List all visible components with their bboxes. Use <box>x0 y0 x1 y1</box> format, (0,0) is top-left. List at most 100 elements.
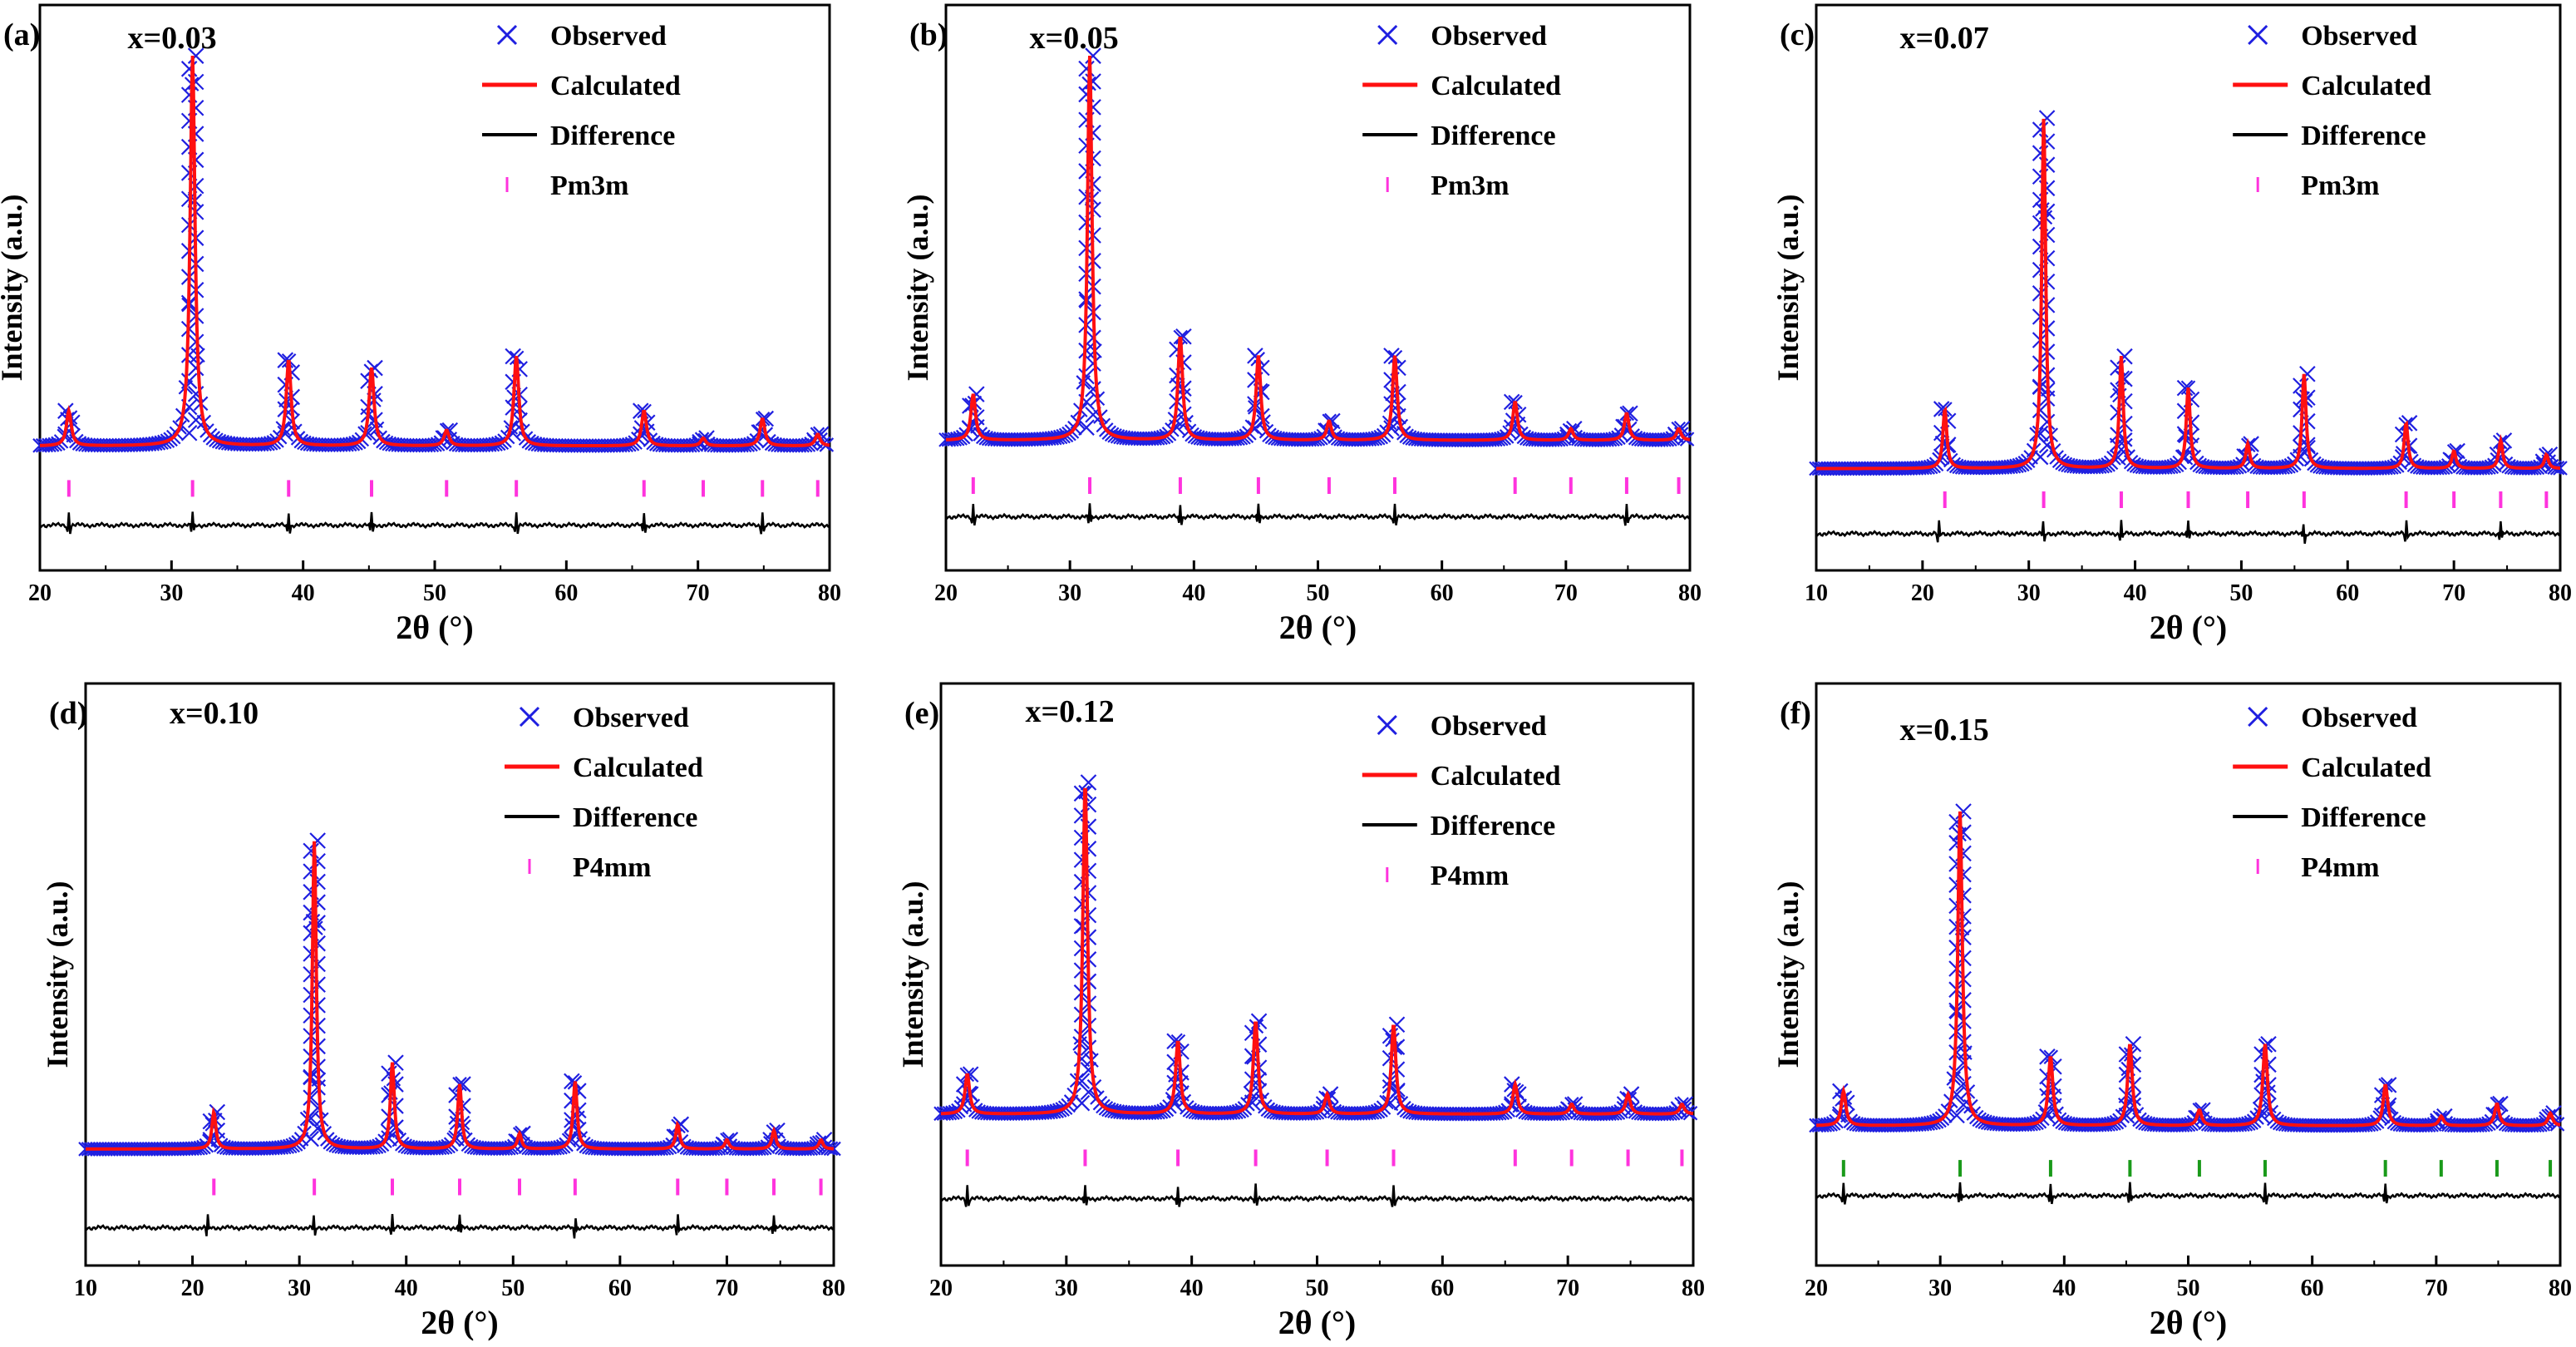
legend-observed-marker <box>1377 24 1398 46</box>
legend-observed: Observed <box>550 21 667 52</box>
calculated-line <box>941 787 1694 1116</box>
y-axis-label: Intensity (a.u.) <box>1771 194 1805 381</box>
legend-observed: Observed <box>1431 711 1547 742</box>
x-tick-label: 70 <box>2442 580 2465 606</box>
difference-line <box>940 1183 1694 1207</box>
x-tick-label: 70 <box>1556 1275 1579 1301</box>
observed-point <box>1080 774 1097 791</box>
x-tick-label: 50 <box>423 580 446 606</box>
observed-point <box>1078 419 1095 436</box>
x-tick-label: 60 <box>2301 1275 2324 1301</box>
x-tick-label: 60 <box>554 580 578 606</box>
legend-observed: Observed <box>1431 21 1547 52</box>
x-tick-label: 50 <box>501 1275 525 1301</box>
x-tick-label: 40 <box>1180 1275 1204 1301</box>
observed-point <box>303 1130 319 1147</box>
legend-difference: Difference <box>2301 802 2426 833</box>
legend-observed-marker <box>2248 24 2268 46</box>
legend-phase: Pm3m <box>550 170 628 201</box>
panel-label-c: (c) <box>1780 17 1815 52</box>
panel-label-d: (d) <box>49 696 87 731</box>
panel-e: 20 30 40 50 60 70 80 2θ (°) Intensity (a.u.) x=0.… <box>896 682 1705 1341</box>
x-axis-label: 2θ (°) <box>2150 609 2228 646</box>
x-tick-label: 80 <box>1682 1275 1705 1301</box>
calculated-line <box>1816 811 2561 1127</box>
x-axis-label: 2θ (°) <box>396 609 474 646</box>
observed-point <box>1080 1039 1097 1056</box>
legend: Observed Calculated Difference P4mm <box>505 703 703 883</box>
observed-point <box>1085 355 1101 372</box>
panel-a: 20 30 40 50 60 70 80 2θ (°) Intensity (a.u.) x=0.… <box>0 3 841 646</box>
x-tick-label: 40 <box>2052 1275 2076 1301</box>
x-tick-label: 20 <box>1911 580 1934 606</box>
observed-point <box>1078 368 1095 385</box>
x-tick-label: 60 <box>608 1275 632 1301</box>
panel-b: 20 30 40 50 60 70 80 2θ (°) Intensity (a.u.) x=0.… <box>901 3 1702 646</box>
panel-label-b: (b) <box>909 17 948 52</box>
difference-line <box>1815 520 2561 544</box>
legend-phase: P4mm <box>1431 861 1509 891</box>
calculated-line <box>1816 118 2560 471</box>
observed-point <box>1955 1054 1972 1072</box>
x-axis-label: 2θ (°) <box>1279 609 1357 646</box>
x-tick-label: 50 <box>1307 580 1330 606</box>
x-tick-label: 80 <box>2549 580 2572 606</box>
observed-point <box>187 359 204 377</box>
calculated-line <box>40 55 830 447</box>
legend-calculated: Calculated <box>2301 71 2431 101</box>
x-tick-label: 40 <box>2124 580 2147 606</box>
legend-observed-marker <box>519 706 540 728</box>
composition-label: x=0.03 <box>128 21 217 56</box>
bragg-ticks <box>965 1149 1684 1167</box>
legend-calculated: Calculated <box>1431 761 1561 792</box>
observed-point <box>309 1099 326 1117</box>
legend-observed-marker <box>496 24 518 46</box>
x-tick-label: 60 <box>1431 580 1454 606</box>
panel-f: 20 30 40 50 60 70 80 2θ (°) Intensity (a.u.) x=0.… <box>1771 682 2572 1341</box>
calculated-line <box>945 55 1691 442</box>
x-tick-label: 10 <box>1805 580 1828 606</box>
x-tick-label: 60 <box>1431 1275 1454 1301</box>
bragg-ticks <box>1841 1160 2553 1177</box>
x-tick-label: 80 <box>822 1275 845 1301</box>
x-tick-label: 20 <box>1805 1275 1828 1301</box>
difference-line <box>1815 1182 2561 1205</box>
legend-phase: P4mm <box>573 852 651 883</box>
legend-calculated: Calculated <box>1431 71 1561 101</box>
x-tick-label: 50 <box>2177 1275 2200 1301</box>
legend-observed: Observed <box>2301 21 2417 52</box>
x-tick-label: 30 <box>2017 580 2041 606</box>
observed-point <box>698 430 715 447</box>
x-tick-label: 20 <box>181 1275 204 1301</box>
legend-observed-marker <box>1377 714 1397 736</box>
legend-calculated: Calculated <box>573 752 703 783</box>
panel-label-a: (a) <box>3 17 40 52</box>
composition-label: x=0.07 <box>1900 21 1989 56</box>
panel-c: 10 20 30 40 50 60 70 80 2θ (°) Intensity (a.u.) x=… <box>1771 3 2572 646</box>
difference-line <box>945 503 1691 526</box>
observed-point <box>1948 1065 1965 1082</box>
legend-phase: Pm3m <box>1431 170 1509 201</box>
observed-point <box>180 347 198 363</box>
observed-point <box>2032 402 2049 419</box>
x-axis-label: 2θ (°) <box>421 1304 499 1341</box>
x-tick-label: 40 <box>1182 580 1205 606</box>
x-axis-label: 2θ (°) <box>2150 1304 2228 1341</box>
composition-label: x=0.05 <box>1030 21 1119 56</box>
difference-line <box>85 1214 835 1239</box>
legend-difference: Difference <box>1431 121 1555 151</box>
legend-difference: Difference <box>573 802 697 833</box>
legend: Observed Calculated Difference Pm3m <box>1362 21 1561 201</box>
x-tick-label: 80 <box>2549 1275 2572 1301</box>
x-tick-label: 70 <box>2425 1275 2448 1301</box>
legend-calculated: Calculated <box>2301 752 2431 783</box>
observed-point <box>2038 413 2056 431</box>
y-axis-label: Intensity (a.u.) <box>0 194 28 381</box>
x-tick-label: 30 <box>288 1275 311 1301</box>
difference-line <box>39 511 830 535</box>
legend-observed-marker <box>2248 706 2268 728</box>
x-tick-label: 70 <box>715 1275 738 1301</box>
composition-label: x=0.15 <box>1900 713 1989 748</box>
legend-observed: Observed <box>573 703 689 733</box>
x-tick-label: 30 <box>1058 580 1081 606</box>
